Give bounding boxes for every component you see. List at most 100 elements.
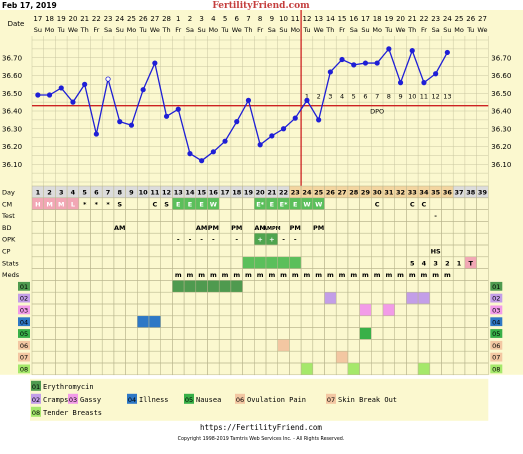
y-tick-right: 36.10 [491,161,511,169]
stats-cell [254,256,267,269]
date-number: 23 [104,15,113,23]
temperature-point [292,115,298,121]
bd-value: PM [231,224,242,232]
cm-value: C [375,200,380,208]
day-value: 5 [82,189,87,197]
cm-value: * [95,200,99,208]
meds-value: m [198,271,205,279]
symptom-row-label-right: 08 [492,366,500,374]
meds-value: m [385,271,392,279]
legend-code: 05 [185,396,193,404]
day-value: 23 [291,189,300,197]
meds-value: m [268,271,275,279]
weekday: Fr [93,26,99,34]
cm-value: C [410,200,415,208]
symptom-swatch-right [490,329,503,338]
weekday: Tu [384,26,392,34]
date-number: 13 [314,15,323,23]
weekday: Su [279,26,287,34]
weekday: Sa [350,26,358,34]
opk-value: + [257,236,262,244]
y-tick-right: 36.70 [491,54,511,62]
weekday: Mo [127,26,137,34]
day-value: 11 [150,189,160,197]
day-value: 10 [139,189,149,197]
legend-code: 01 [32,383,40,391]
s01-cell [195,280,208,293]
opk-value: - [282,236,285,244]
day-value: 7 [106,189,111,197]
symptom-swatch-left [18,317,30,327]
date-number: 21 [408,15,417,23]
temperature-point [82,81,88,87]
temperature-point [58,85,64,91]
stats-cell [289,256,302,269]
temperature-point [245,97,252,103]
meds-value: m [350,271,357,279]
date-number: 27 [478,15,487,23]
weekday: Mo [290,26,300,34]
bd-value: PM [290,224,301,232]
symptom-row-label: 08 [20,366,28,374]
day-value: 19 [244,189,254,197]
meds-value: m [257,271,264,279]
weekday: We [396,26,406,34]
legend-label: Nausea [196,396,221,404]
weekday: Su [443,26,451,34]
header-date: Feb 17, 2019 [2,1,57,10]
cm-value: E [188,200,192,208]
temperature-point [444,49,450,56]
opk-value: - [212,236,215,244]
y-tick-left: 36.10 [2,161,22,169]
weekday: Su [361,26,369,34]
symptom-row-label: 06 [20,342,28,350]
date-number: 18 [45,15,54,23]
date-number: 17 [361,15,370,23]
date-number: 25 [455,15,464,23]
temperature-point [46,92,53,98]
symptom-row-label-right: 02 [492,295,500,303]
weekday: Su [116,26,124,34]
test-row-label: Test [1,212,15,220]
day-value: 6 [94,189,99,197]
symptom-row-label-right: 06 [492,342,500,350]
test-value: - [434,212,437,220]
day-row-label: Day [2,189,15,197]
s03-cell [382,303,395,317]
date-number: 26 [139,15,148,23]
day-value: 39 [478,189,488,197]
opk-value: - [177,236,180,244]
legend-code: 08 [32,409,40,417]
weekday: Tu [302,26,310,34]
temperature-point [70,99,76,105]
symptom-row-label: 05 [20,330,28,338]
footer-url: https://FertilityFriend.com [200,423,322,432]
weekday: Sa [104,26,112,34]
legend-swatch [326,393,336,404]
temperature-point [187,151,193,157]
legend-label: Cramps [43,396,68,404]
s02-cell [324,291,337,305]
cp-row-label: CP [2,248,11,256]
meds-value: m [187,271,194,279]
stats-row-label: Stats [2,259,19,267]
temperature-point [257,142,263,148]
day-value: 9 [129,189,134,197]
meds-value: m [175,271,182,279]
symptom-swatch-right [490,340,503,350]
symptom-swatch-right [490,317,503,327]
date-number: 15 [338,15,347,23]
temperature-point [280,126,287,132]
weekday: Mo [454,26,464,34]
day-value: 28 [349,189,359,197]
date-number: 21 [80,15,89,23]
dpo-number: 8 [387,93,391,101]
weekday: Sa [268,26,276,34]
meds-value: m [233,271,240,279]
s01-cell [183,280,197,293]
legend-swatch [68,393,78,404]
legend-code: 03 [69,396,77,404]
weekday: We [232,26,242,34]
cm-value: E [176,200,180,208]
temperature-point [316,117,322,123]
